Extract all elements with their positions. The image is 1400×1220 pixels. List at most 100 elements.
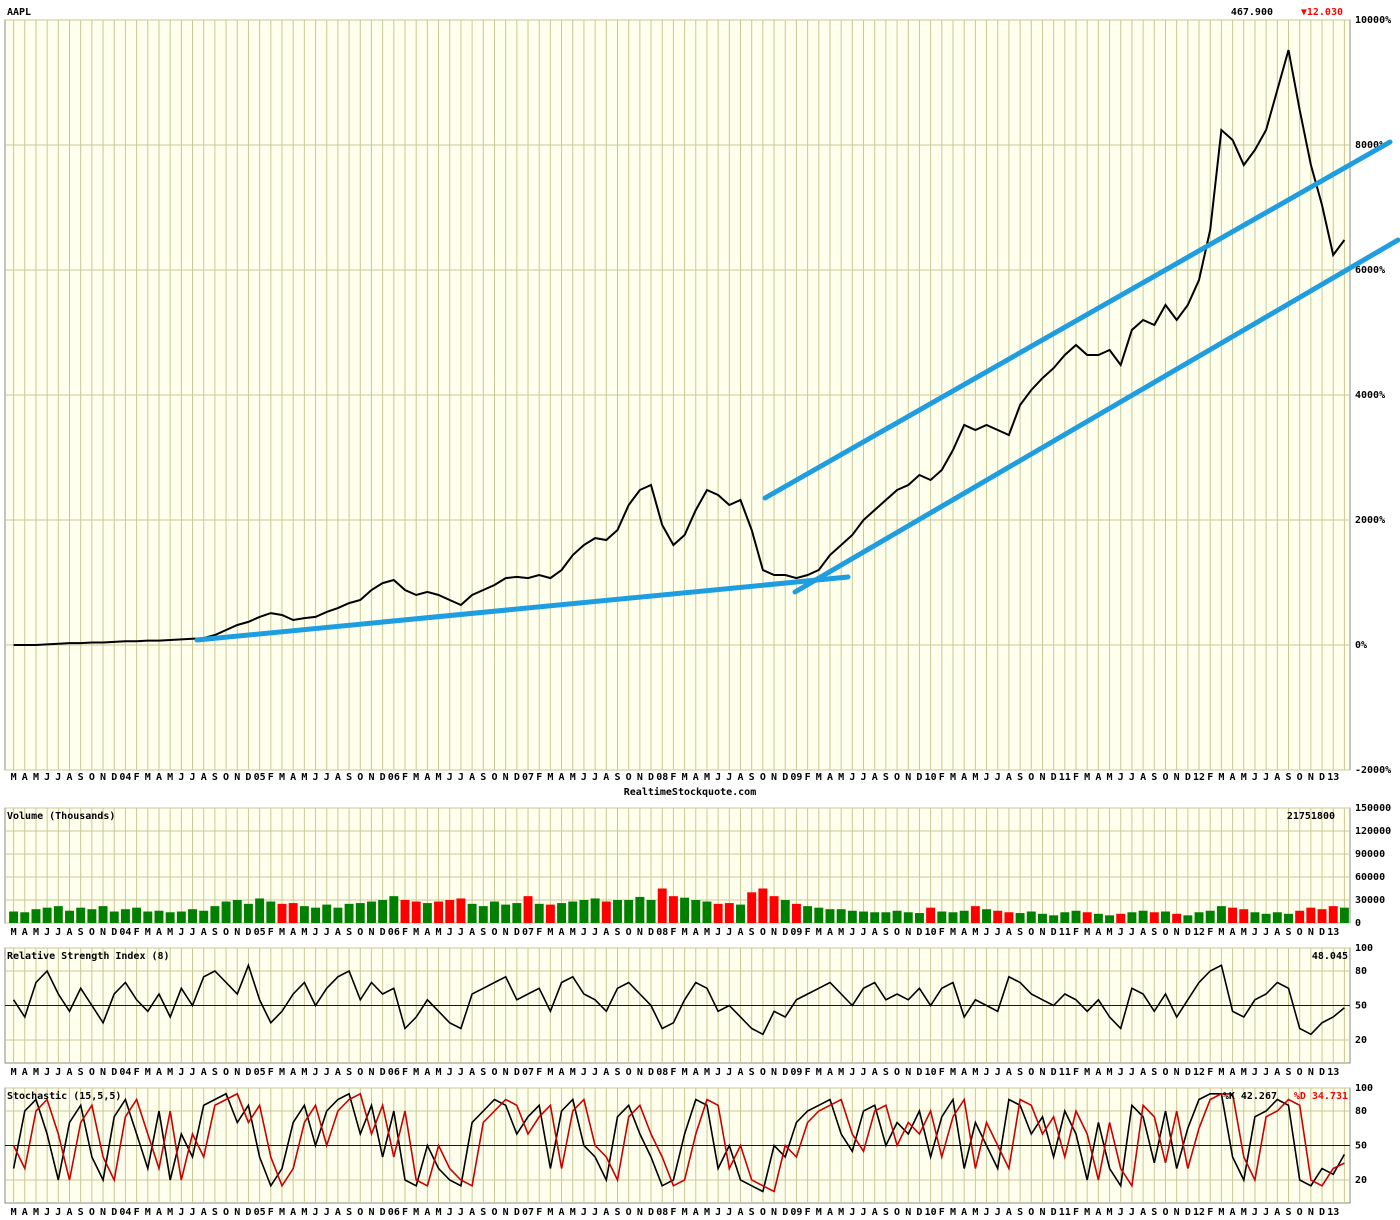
x-tick-label: M [33, 927, 39, 938]
x-tick-label: M [682, 772, 688, 783]
price-change: ▼12.030 [1301, 7, 1343, 18]
x-tick-label: N [1174, 927, 1180, 938]
x-tick-label: N [368, 772, 374, 783]
x-tick-label: N [1174, 772, 1180, 783]
volume-bar [1161, 911, 1170, 923]
x-tick-label: J [995, 1207, 1001, 1218]
x-tick-label: D [916, 1067, 922, 1078]
x-tick-label: O [626, 1067, 632, 1078]
x-tick-label: F [670, 772, 676, 783]
x-tick-label: S [1151, 772, 1157, 783]
volume-bar [1339, 907, 1349, 923]
x-tick-label: F [670, 1207, 676, 1218]
x-tick-label: 08 [656, 927, 668, 938]
x-tick-label: M [279, 927, 285, 938]
volume-bar [1216, 906, 1226, 923]
x-tick-label: O [1028, 1207, 1034, 1218]
x-tick-label: O [1028, 772, 1034, 783]
x-tick-label: D [782, 1067, 788, 1078]
x-tick-label: 07 [522, 1067, 534, 1078]
x-tick-label: J [1129, 772, 1135, 783]
volume-bar [1026, 911, 1036, 923]
volume-bar [1317, 909, 1327, 923]
x-tick-label: J [178, 927, 184, 938]
volume-bar [847, 910, 857, 923]
x-tick-label: A [1095, 927, 1101, 938]
x-tick-label: N [771, 772, 777, 783]
x-tick-label: F [1073, 772, 1079, 783]
x-tick-label: D [648, 927, 654, 938]
x-tick-label: M [570, 1207, 576, 1218]
x-tick-label: D [1185, 1207, 1191, 1218]
x-tick-label: N [503, 1207, 509, 1218]
x-tick-label: D [111, 772, 117, 783]
x-tick-label: O [491, 1207, 497, 1218]
data-line [13, 49, 1346, 646]
volume-bar [769, 896, 779, 923]
x-tick-label: 13 [1327, 772, 1339, 783]
volume-bar [154, 910, 164, 923]
x-tick-label: M [1107, 927, 1113, 938]
x-tick-label: 04 [119, 772, 131, 783]
x-tick-label: O [357, 1067, 363, 1078]
x-tick-label: J [1263, 1207, 1269, 1218]
x-tick-label: N [503, 1067, 509, 1078]
x-tick-label: A [603, 772, 609, 783]
x-tick-label: M [1107, 1067, 1113, 1078]
x-tick-label: N [368, 1067, 374, 1078]
x-tick-label: O [1297, 927, 1303, 938]
x-tick-label: N [100, 927, 106, 938]
volume-bar [1093, 913, 1103, 923]
x-tick-label: F [402, 1207, 408, 1218]
volume-bar [668, 896, 678, 923]
x-tick-label: O [491, 772, 497, 783]
x-tick-label: F [805, 1067, 811, 1078]
x-tick-label: F [670, 927, 676, 938]
y-tick-label: 50 [1355, 1141, 1367, 1152]
volume-bar [736, 904, 745, 923]
x-tick-label: M [816, 1067, 822, 1078]
x-tick-label: M [1218, 1067, 1224, 1078]
rsi-title: Relative Strength Index (8) [7, 950, 170, 962]
x-tick-label: J [458, 772, 464, 783]
x-tick-label: A [827, 927, 833, 938]
x-tick-label: O [626, 1207, 632, 1218]
x-tick-label: M [570, 927, 576, 938]
x-tick-label: N [100, 1207, 106, 1218]
x-tick-label: O [1028, 927, 1034, 938]
x-tick-label: A [1230, 772, 1236, 783]
volume-bar [1183, 915, 1193, 923]
x-tick-label: J [313, 1207, 319, 1218]
x-tick-label: F [670, 1067, 676, 1078]
x-tick-label: M [1084, 927, 1090, 938]
volume-bar [1261, 913, 1271, 923]
volume-bar [1194, 912, 1204, 923]
volume-bar [903, 912, 913, 923]
volume-bar [1295, 910, 1305, 923]
volume-bar [143, 911, 153, 923]
x-tick-label: S [346, 1067, 352, 1078]
x-tick-label: M [972, 772, 978, 783]
x-tick-label: A [156, 1067, 162, 1078]
volume-bar [512, 903, 522, 923]
x-tick-label: M [838, 927, 844, 938]
x-tick-label: J [44, 772, 50, 783]
x-tick-label: A [335, 1067, 341, 1078]
volume-bar [188, 909, 197, 923]
x-tick-label: M [1241, 1067, 1247, 1078]
x-tick-label: A [827, 1067, 833, 1078]
x-tick-label: A [872, 1067, 878, 1078]
x-tick-label: J [55, 927, 61, 938]
x-tick-label: J [458, 1067, 464, 1078]
x-tick-label: D [1319, 772, 1325, 783]
x-tick-label: A [1006, 1207, 1012, 1218]
x-tick-label: A [559, 1207, 565, 1218]
x-tick-label: N [1308, 927, 1314, 938]
x-tick-label: S [346, 1207, 352, 1218]
x-tick-label: J [1263, 772, 1269, 783]
x-tick-label: O [1162, 927, 1168, 938]
x-tick-label: S [749, 1067, 755, 1078]
x-tick-label: M [413, 772, 419, 783]
volume-bar [624, 900, 634, 923]
x-tick-label: J [1263, 927, 1269, 938]
